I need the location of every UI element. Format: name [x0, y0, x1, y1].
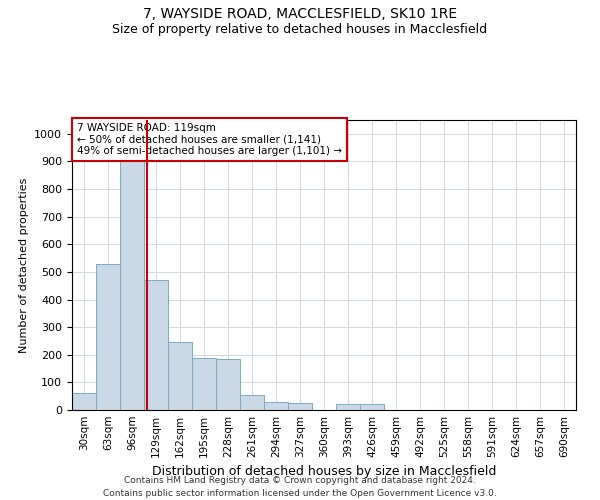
Bar [216, 359, 240, 410]
Text: Contains HM Land Registry data © Crown copyright and database right 2024.
Contai: Contains HM Land Registry data © Crown c… [103, 476, 497, 498]
Bar [288, 403, 312, 410]
Text: Size of property relative to detached houses in Macclesfield: Size of property relative to detached ho… [112, 22, 488, 36]
Bar [192, 358, 216, 410]
Text: 7, WAYSIDE ROAD, MACCLESFIELD, SK10 1RE: 7, WAYSIDE ROAD, MACCLESFIELD, SK10 1RE [143, 8, 457, 22]
Bar [264, 402, 288, 410]
Text: 7 WAYSIDE ROAD: 119sqm
← 50% of detached houses are smaller (1,141)
49% of semi-: 7 WAYSIDE ROAD: 119sqm ← 50% of detached… [77, 123, 342, 156]
Bar [96, 264, 120, 410]
Bar [240, 395, 264, 410]
Bar [144, 280, 168, 410]
Bar [168, 342, 192, 410]
X-axis label: Distribution of detached houses by size in Macclesfield: Distribution of detached houses by size … [152, 466, 496, 478]
Bar [360, 404, 384, 410]
Bar [72, 394, 96, 410]
Bar [120, 148, 144, 410]
Bar [336, 404, 360, 410]
Y-axis label: Number of detached properties: Number of detached properties [19, 178, 29, 352]
